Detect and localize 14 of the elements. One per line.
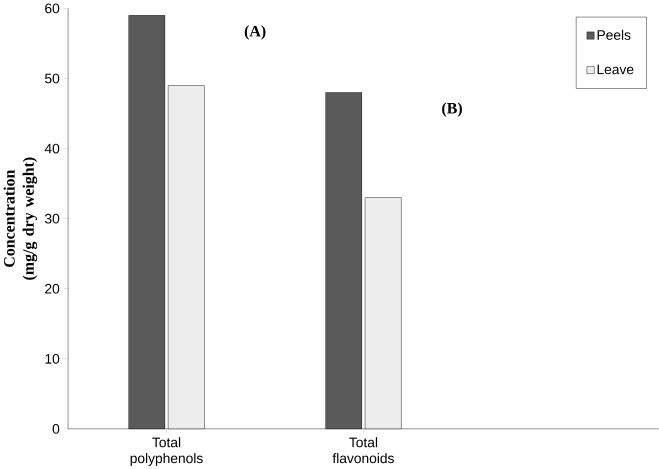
y-tick-label: 60 xyxy=(45,3,60,14)
x-tick-label: Total flavonoids xyxy=(332,436,394,463)
y-tick-label: 10 xyxy=(45,354,60,364)
y-tick-label: 40 xyxy=(44,143,60,154)
annotation: (B) xyxy=(442,102,462,117)
legend-label: Peels xyxy=(598,30,630,40)
annotation: (A) xyxy=(244,25,266,40)
y-tick-label: 20 xyxy=(45,284,60,294)
x-tick-label: Total polyphenols xyxy=(130,436,203,466)
y-tick-label: 30 xyxy=(44,214,60,224)
y-tick-label: 0 xyxy=(52,424,60,434)
legend-label: Leave xyxy=(598,64,634,74)
y-axis-title: Concentration (mg/g dry weight) xyxy=(4,157,38,280)
y-tick-label: 50 xyxy=(44,73,60,84)
